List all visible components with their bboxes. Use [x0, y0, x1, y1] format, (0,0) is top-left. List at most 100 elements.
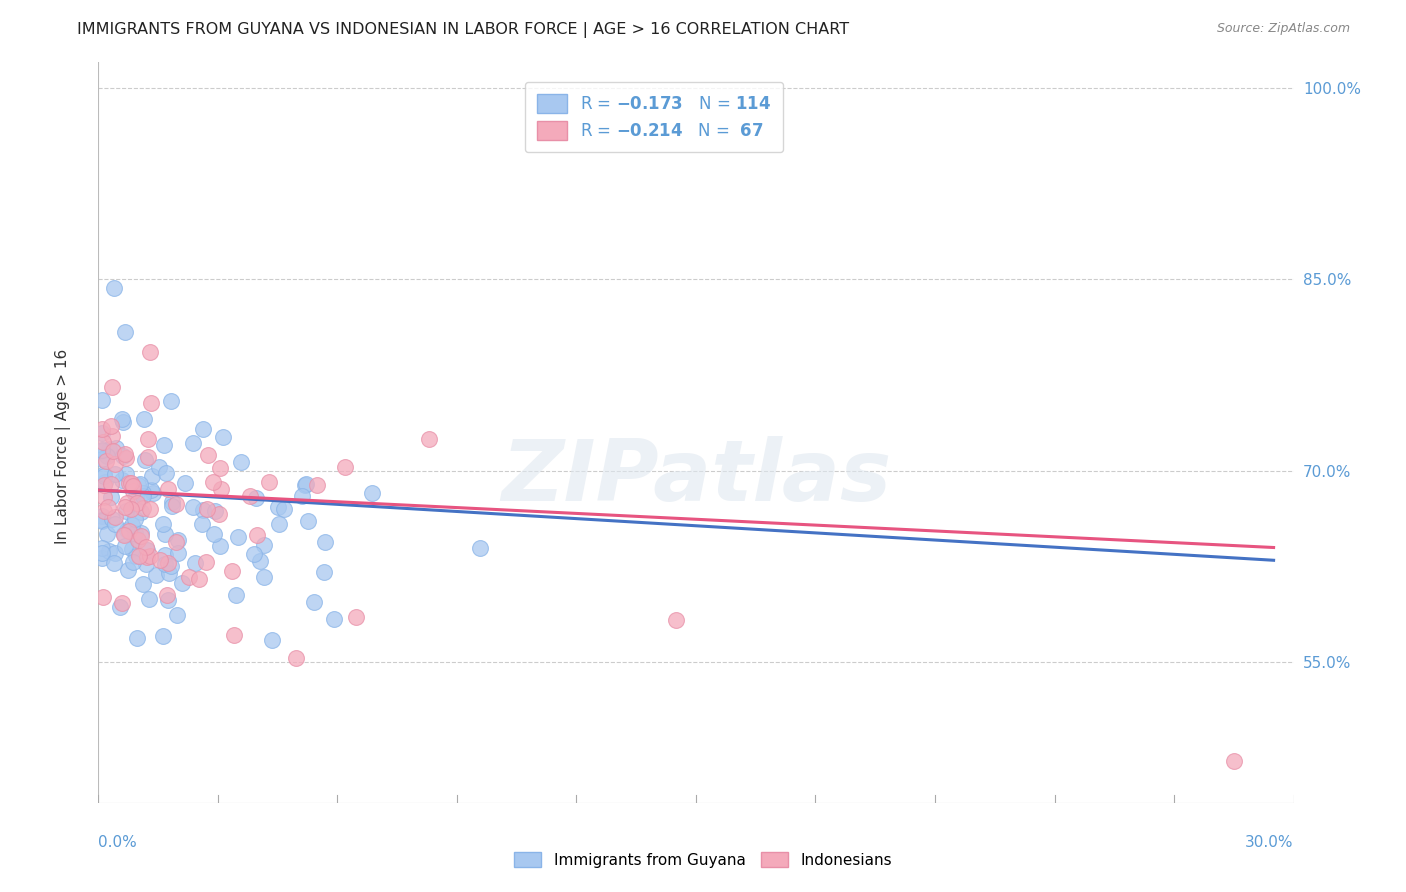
Point [141, 483, 163, 497]
Point [160, 394, 183, 409]
Point [167, 546, 190, 560]
Point [129, 476, 152, 491]
Point [135, 557, 157, 571]
Point [269, 516, 291, 531]
Point [101, 379, 124, 393]
Point [117, 495, 139, 509]
Point [152, 516, 174, 531]
Point [273, 501, 295, 516]
Point [91, 393, 114, 408]
Point [208, 539, 231, 553]
Point [135, 550, 157, 565]
Point [111, 415, 134, 429]
Point [297, 515, 319, 529]
Legend: Immigrants from Guyana, Indonesians: Immigrants from Guyana, Indonesians [506, 844, 900, 875]
Point [111, 596, 134, 610]
Point [181, 500, 204, 515]
Point [118, 475, 141, 490]
Point [91, 451, 114, 466]
Point [665, 613, 688, 627]
Point [136, 450, 159, 464]
Point [172, 576, 194, 591]
Point [91, 442, 114, 457]
Point [221, 564, 243, 578]
Point [291, 489, 314, 503]
Point [323, 611, 346, 625]
Point [149, 553, 172, 567]
Point [188, 573, 211, 587]
Point [294, 478, 316, 492]
Point [129, 526, 152, 541]
Point [302, 594, 325, 608]
Point [93, 469, 115, 483]
Point [191, 422, 214, 436]
Point [344, 609, 367, 624]
Point [112, 527, 135, 541]
Text: 0.0%: 0.0% [98, 835, 138, 850]
Point [93, 475, 115, 489]
Point [91, 508, 114, 523]
Point [100, 418, 122, 433]
Point [195, 501, 218, 516]
Point [132, 411, 155, 425]
Point [91, 444, 114, 458]
Point [118, 524, 141, 538]
Point [111, 473, 134, 487]
Point [97, 544, 120, 558]
Point [141, 395, 163, 409]
Point [115, 450, 138, 465]
Point [114, 326, 136, 340]
Point [96, 454, 118, 468]
Point [91, 513, 114, 527]
Point [226, 530, 249, 544]
Point [127, 533, 149, 547]
Point [103, 281, 125, 295]
Point [160, 495, 183, 509]
Point [157, 566, 180, 580]
Point [91, 541, 114, 555]
Point [122, 483, 145, 498]
Point [184, 556, 207, 570]
Point [120, 475, 142, 490]
Text: ZIPatlas: ZIPatlas [501, 435, 891, 518]
Point [177, 570, 200, 584]
Point [115, 523, 138, 537]
Point [267, 500, 290, 515]
Point [224, 628, 246, 642]
Point [124, 526, 146, 541]
Point [121, 517, 143, 532]
Point [93, 504, 115, 518]
Text: 30.0%: 30.0% [1246, 835, 1294, 850]
Point [100, 429, 122, 443]
Point [112, 528, 135, 542]
Point [156, 588, 179, 602]
Point [418, 433, 440, 447]
Point [295, 477, 318, 491]
Point [209, 461, 232, 475]
Point [155, 467, 177, 481]
Point [93, 478, 115, 492]
Point [110, 599, 132, 614]
Point [249, 554, 271, 568]
Text: Source: ZipAtlas.com: Source: ZipAtlas.com [1216, 22, 1350, 36]
Point [125, 489, 148, 503]
Point [98, 442, 121, 457]
Point [142, 486, 165, 500]
Point [97, 500, 120, 515]
Point [132, 489, 155, 503]
Point [284, 650, 307, 665]
Point [114, 447, 136, 461]
Point [361, 486, 384, 500]
Point [156, 557, 179, 571]
Point [162, 500, 184, 514]
Point [156, 593, 179, 607]
Point [114, 539, 136, 553]
Point [132, 577, 155, 591]
Point [197, 449, 219, 463]
Point [166, 607, 188, 622]
Point [125, 632, 148, 646]
Point [101, 512, 124, 526]
Point [121, 542, 143, 557]
Point [104, 516, 127, 531]
Point [202, 527, 225, 541]
